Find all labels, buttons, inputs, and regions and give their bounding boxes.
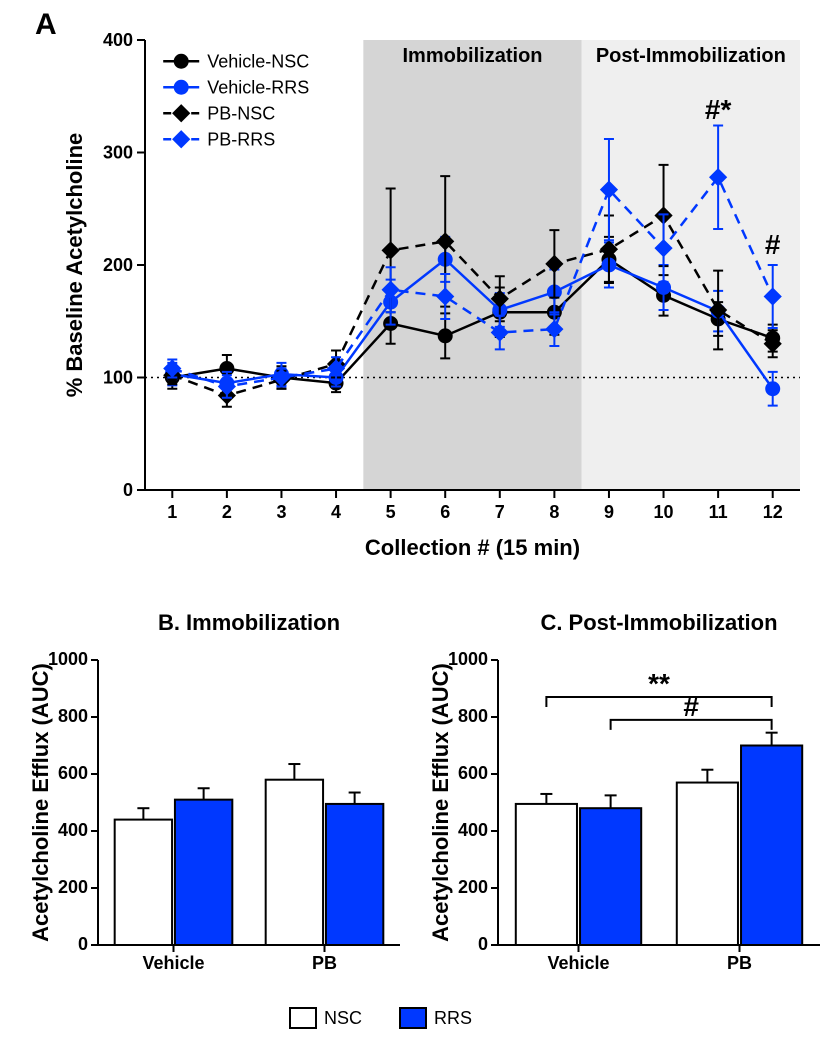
svg-text:C. Post-Immobilization: C. Post-Immobilization [540,610,777,635]
figure-root: A ImmobilizationPost-Immobilization01002… [0,0,835,1050]
svg-text:7: 7 [495,502,505,522]
svg-text:PB: PB [312,953,337,973]
svg-text:0: 0 [123,480,133,500]
svg-text:RRS: RRS [434,1008,472,1028]
svg-text:5: 5 [386,502,396,522]
svg-text:PB-RRS: PB-RRS [207,129,275,149]
svg-text:4: 4 [331,502,341,522]
svg-text:600: 600 [458,763,488,783]
svg-text:800: 800 [58,706,88,726]
svg-text:2: 2 [222,502,232,522]
svg-text:PB: PB [727,953,752,973]
svg-text:300: 300 [103,143,133,163]
svg-text:600: 600 [58,763,88,783]
svg-text:3: 3 [276,502,286,522]
svg-text:Acetylcholine Efflux (AUC): Acetylcholine Efflux (AUC) [30,663,53,942]
svg-text:Vehicle-RRS: Vehicle-RRS [207,77,309,97]
svg-text:% Baseline Acetylcholine: % Baseline Acetylcholine [62,133,87,398]
svg-text:400: 400 [458,820,488,840]
svg-text:#*: #* [705,94,732,125]
svg-text:Vehicle: Vehicle [547,953,609,973]
svg-text:8: 8 [549,502,559,522]
svg-text:6: 6 [440,502,450,522]
svg-text:200: 200 [458,877,488,897]
svg-text:Collection # (15 min): Collection # (15 min) [365,535,580,560]
svg-text:200: 200 [103,255,133,275]
svg-text:Immobilization: Immobilization [403,45,543,67]
svg-text:Vehicle-NSC: Vehicle-NSC [207,51,309,71]
svg-text:1000: 1000 [448,649,488,669]
svg-text:100: 100 [103,368,133,388]
svg-text:**: ** [648,668,670,699]
svg-text:Acetylcholine Efflux (AUC): Acetylcholine Efflux (AUC) [430,663,453,942]
svg-text:#: # [683,691,699,722]
svg-text:PB-NSC: PB-NSC [207,103,275,123]
svg-text:NSC: NSC [324,1008,362,1028]
svg-text:9: 9 [604,502,614,522]
svg-text:0: 0 [478,934,488,954]
svg-text:0: 0 [78,934,88,954]
svg-text:1: 1 [167,502,177,522]
svg-text:#: # [765,229,781,260]
panel-b-chart: B. Immobilization 0 200 400 600 800 1000Acetyl… [30,600,410,1000]
panel-c-chart: C. Post-Immobilization 0 200 400 600 800 1000A… [430,600,830,1000]
svg-text:400: 400 [103,30,133,50]
svg-text:12: 12 [763,502,783,522]
svg-text:200: 200 [58,877,88,897]
svg-text:11: 11 [709,502,728,522]
bar-legend: NSC RRS [280,1000,580,1040]
panel-a-chart: Immobilization Post-Immobilization 0 100 200… [60,10,820,570]
svg-text:800: 800 [458,706,488,726]
svg-text:B. Immobilization: B. Immobilization [158,610,340,635]
svg-text:Vehicle: Vehicle [142,953,204,973]
svg-text:Post-Immobilization: Post-Immobilization [596,45,786,67]
panel-a-label: A [35,8,57,42]
svg-text:10: 10 [654,502,674,522]
svg-text:1000: 1000 [48,649,88,669]
svg-text:400: 400 [58,820,88,840]
